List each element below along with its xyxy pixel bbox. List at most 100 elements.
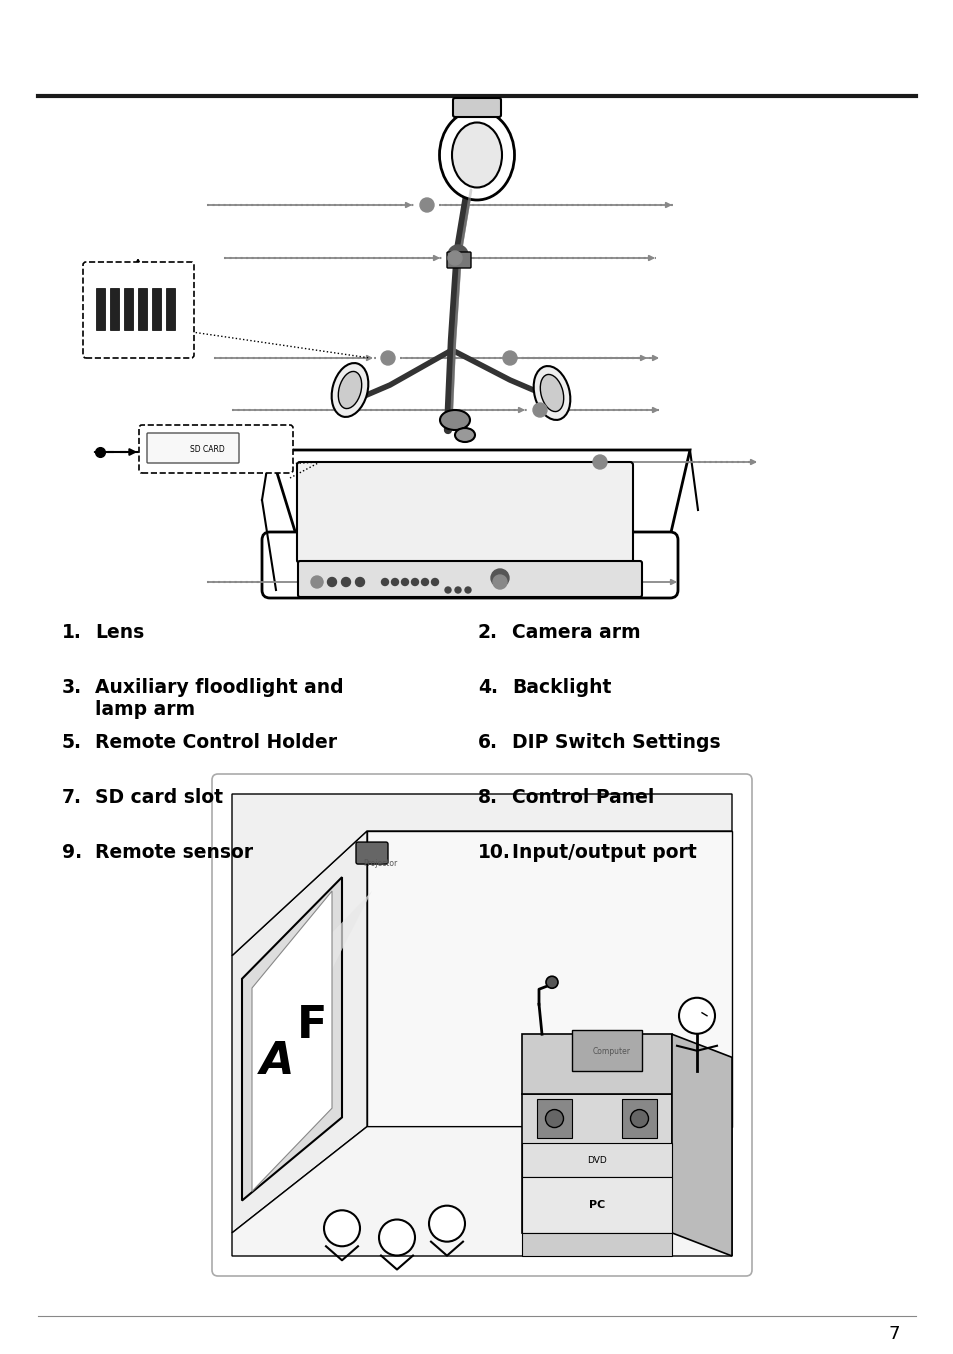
Polygon shape <box>671 1034 731 1257</box>
Circle shape <box>502 351 517 366</box>
Text: Input/output port: Input/output port <box>512 844 696 862</box>
Circle shape <box>533 403 546 417</box>
Text: 1.: 1. <box>62 623 82 642</box>
Polygon shape <box>296 891 372 979</box>
FancyBboxPatch shape <box>147 433 239 463</box>
Circle shape <box>545 1109 563 1128</box>
Text: SD CARD: SD CARD <box>190 445 224 455</box>
Polygon shape <box>537 1099 572 1139</box>
Text: Auxiliary floodlight and
lamp arm: Auxiliary floodlight and lamp arm <box>95 678 343 719</box>
Ellipse shape <box>533 366 570 420</box>
FancyBboxPatch shape <box>447 252 471 268</box>
Circle shape <box>448 250 461 265</box>
Text: 7.: 7. <box>62 788 82 807</box>
Polygon shape <box>367 831 731 1127</box>
Circle shape <box>421 578 428 585</box>
FancyBboxPatch shape <box>453 97 500 116</box>
Polygon shape <box>232 793 731 956</box>
Text: 9.: 9. <box>62 844 82 862</box>
Circle shape <box>464 588 471 593</box>
Circle shape <box>381 578 388 585</box>
Bar <box>224 787 740 1265</box>
Ellipse shape <box>439 410 470 431</box>
Circle shape <box>401 578 408 585</box>
Circle shape <box>311 575 323 588</box>
Ellipse shape <box>539 375 563 412</box>
Polygon shape <box>232 1127 731 1257</box>
Text: Backlight: Backlight <box>512 678 611 697</box>
Text: 5.: 5. <box>62 733 82 751</box>
Ellipse shape <box>332 363 368 417</box>
Circle shape <box>411 578 418 585</box>
Bar <box>138 288 147 330</box>
Bar <box>110 288 119 330</box>
Polygon shape <box>521 1233 671 1257</box>
Polygon shape <box>572 1029 641 1071</box>
Circle shape <box>491 569 509 588</box>
Polygon shape <box>270 450 689 580</box>
FancyBboxPatch shape <box>83 263 193 357</box>
Polygon shape <box>232 831 367 1233</box>
Text: PC: PC <box>588 1200 604 1210</box>
Bar <box>166 288 174 330</box>
Text: 6.: 6. <box>477 733 497 751</box>
Polygon shape <box>521 1178 671 1233</box>
Circle shape <box>314 578 322 586</box>
Text: 2.: 2. <box>477 623 497 642</box>
Text: A: A <box>259 1040 294 1083</box>
Text: Camera arm: Camera arm <box>512 623 640 642</box>
Circle shape <box>593 455 606 468</box>
Circle shape <box>429 1205 464 1242</box>
Circle shape <box>630 1109 648 1128</box>
Circle shape <box>380 351 395 366</box>
Text: Projector: Projector <box>362 858 396 868</box>
FancyBboxPatch shape <box>139 425 293 473</box>
Circle shape <box>448 245 468 265</box>
Text: Computer: Computer <box>593 1047 630 1056</box>
Polygon shape <box>242 877 341 1201</box>
Text: 10.: 10. <box>477 844 511 862</box>
FancyBboxPatch shape <box>212 774 751 1275</box>
Circle shape <box>545 976 558 988</box>
Bar <box>124 288 132 330</box>
Text: F: F <box>296 1003 327 1047</box>
FancyBboxPatch shape <box>297 561 641 597</box>
FancyBboxPatch shape <box>296 462 633 563</box>
Ellipse shape <box>338 371 361 409</box>
Polygon shape <box>621 1099 657 1139</box>
Text: Control Panel: Control Panel <box>512 788 654 807</box>
Bar <box>152 288 161 330</box>
Text: 4.: 4. <box>477 678 497 697</box>
Polygon shape <box>521 1143 671 1178</box>
Circle shape <box>419 198 434 213</box>
Polygon shape <box>521 1034 671 1094</box>
Circle shape <box>679 998 714 1033</box>
Text: DIP Switch Settings: DIP Switch Settings <box>512 733 720 751</box>
Circle shape <box>455 588 460 593</box>
Text: SD card slot: SD card slot <box>95 788 223 807</box>
Bar <box>96 288 105 330</box>
Text: 8.: 8. <box>477 788 497 807</box>
Circle shape <box>327 578 336 586</box>
Circle shape <box>324 1210 359 1246</box>
Circle shape <box>341 578 350 586</box>
Ellipse shape <box>439 110 514 200</box>
Polygon shape <box>521 1094 671 1233</box>
Polygon shape <box>252 891 332 1192</box>
Circle shape <box>444 588 451 593</box>
Text: Lens: Lens <box>95 623 144 642</box>
Text: DVD: DVD <box>586 1155 606 1164</box>
Circle shape <box>391 578 398 585</box>
Ellipse shape <box>455 428 475 441</box>
Circle shape <box>355 578 364 586</box>
FancyBboxPatch shape <box>262 532 678 598</box>
Text: Remote sensor: Remote sensor <box>95 844 253 862</box>
FancyBboxPatch shape <box>355 842 388 864</box>
Circle shape <box>493 575 506 589</box>
Ellipse shape <box>452 122 501 187</box>
Text: 3.: 3. <box>62 678 82 697</box>
Text: Remote Control Holder: Remote Control Holder <box>95 733 336 751</box>
Circle shape <box>431 578 438 585</box>
Circle shape <box>378 1220 415 1255</box>
Text: 7: 7 <box>887 1326 899 1343</box>
